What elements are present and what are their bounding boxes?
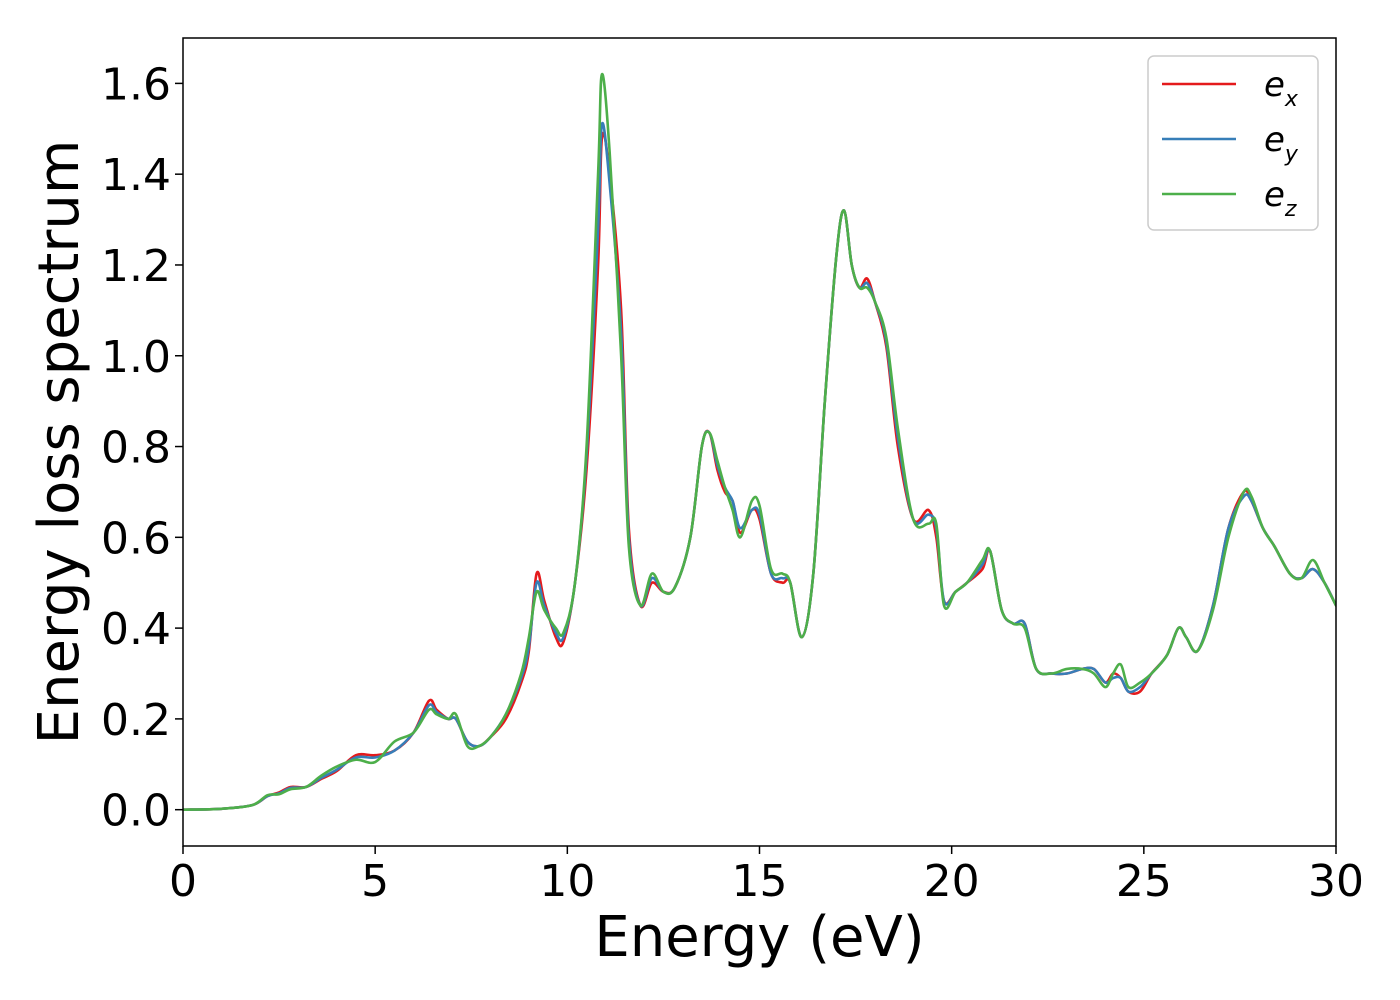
legend-label-ey: ey bbox=[1264, 120, 1299, 167]
y-tick-label: 0.6 bbox=[101, 513, 171, 564]
legend-box bbox=[1147, 55, 1319, 231]
x-axis-label: Energy (eV) bbox=[594, 905, 924, 970]
y-tick-label: 1.0 bbox=[101, 332, 171, 383]
x-tick-label: 25 bbox=[1116, 856, 1172, 907]
x-tick-label: 20 bbox=[924, 856, 980, 907]
y-tick-label: 0.2 bbox=[101, 695, 171, 746]
legend-label-subscript: y bbox=[1284, 142, 1299, 167]
x-tick-label: 15 bbox=[732, 856, 788, 907]
x-tick-label: 0 bbox=[169, 856, 197, 907]
legend-label-base: e bbox=[1264, 120, 1285, 160]
y-axis-label: Energy loss spectrum bbox=[27, 140, 92, 745]
x-axis: 0 5 10 15 20 25 30 bbox=[169, 846, 1364, 907]
y-tick-label: 1.2 bbox=[101, 241, 171, 292]
legend-label-base: e bbox=[1264, 65, 1285, 105]
series-line-ey bbox=[183, 121, 1336, 811]
x-tick-label: 30 bbox=[1308, 856, 1364, 907]
y-tick-label: 1.6 bbox=[101, 59, 171, 110]
legend-label-subscript: z bbox=[1284, 197, 1297, 222]
y-tick-label: 0.4 bbox=[101, 604, 171, 655]
y-tick-label: 1.4 bbox=[101, 150, 171, 201]
y-tick-label: 0.0 bbox=[101, 786, 171, 837]
series-line-ez bbox=[183, 72, 1336, 811]
legend-label-ex: ex bbox=[1264, 65, 1299, 112]
legend-label-ez: ez bbox=[1264, 175, 1297, 222]
x-tick-label: 10 bbox=[539, 856, 595, 907]
legend-label-base: e bbox=[1264, 175, 1285, 215]
legend-label-subscript: x bbox=[1284, 87, 1299, 112]
series-line-ex bbox=[183, 131, 1336, 811]
y-axis: 0.0 0.2 0.4 0.6 0.8 1.0 1.2 1.4 1.6 bbox=[101, 59, 183, 837]
y-tick-label: 0.8 bbox=[101, 423, 171, 474]
x-tick-label: 5 bbox=[361, 856, 389, 907]
series-layer bbox=[183, 72, 1336, 811]
